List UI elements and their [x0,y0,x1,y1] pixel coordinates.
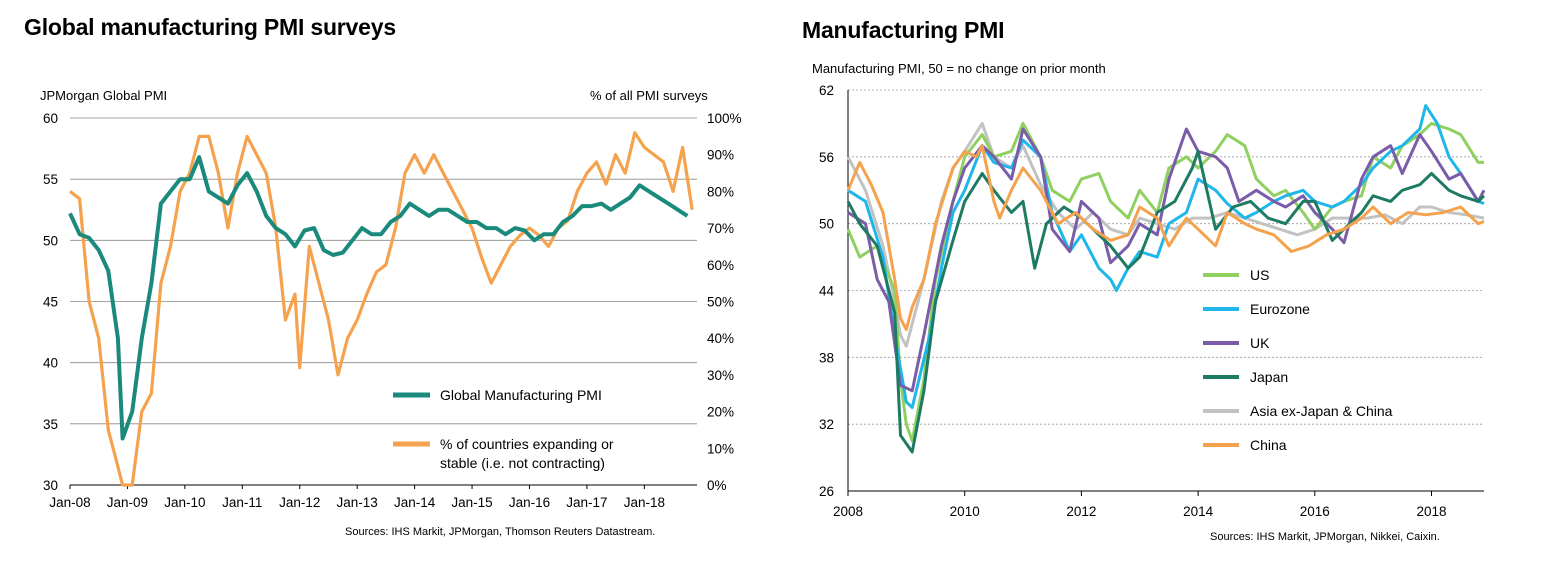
series-line-uk [847,127,1486,393]
left-x-tick-label: Jan-12 [279,495,320,510]
legend-label-countries-expanding-1: % of countries expanding or [440,436,614,452]
left-x-tick-label: Jan-17 [566,495,607,510]
left-x-tick-label: Jan-09 [107,495,148,510]
legend-label-global-pmi: Global Manufacturing PMI [440,387,602,403]
left-y-tick-label: 35 [43,417,58,432]
left-x-tick-label: Jan-11 [222,495,262,510]
series-line-us [846,121,1484,443]
right-x-tick-label: 2016 [1300,504,1330,519]
legend-label-japan: Japan [1250,369,1288,385]
right-y-tick-label: 26 [819,484,834,499]
left-y2-tick-label: 60% [707,258,734,273]
legend-label-asia-ex-japan-china: Asia ex-Japan & China [1250,403,1393,419]
left-y2-tick-label: 30% [707,368,734,383]
left-y-tick-label: 50 [43,233,58,248]
left-y-tick-label: 45 [43,295,58,310]
left-x-tick-label: Jan-18 [624,495,665,510]
left-y2-tick-label: 80% [707,184,734,199]
left-y2-tick-label: 0% [707,478,727,493]
left-x-tick-label: Jan-15 [451,495,492,510]
left-y2-tick-label: 50% [707,295,734,310]
right-chart-source: Sources: IHS Markit, JPMorgan, Nikkei, C… [1210,531,1440,543]
countries-expanding-line [69,131,694,487]
right-y-tick-label: 62 [819,83,834,98]
left-y-tick-label: 40 [43,356,58,371]
right-y-tick-label: 38 [819,350,834,365]
legend-label-countries-expanding-2: stable (i.e. not contracting) [440,455,605,471]
left-y-tick-label: 60 [43,111,58,126]
right-x-tick-label: 2008 [833,504,863,519]
left-y2-tick-label: 90% [707,148,734,163]
legend-label-china: China [1250,437,1287,453]
left-y2-tick-label: 20% [707,405,734,420]
left-y-tick-label: 55 [43,172,58,187]
right-chart-title: Manufacturing PMI [802,17,1005,43]
left-y2-tick-label: 100% [707,111,742,126]
left-x-tick-label: Jan-10 [164,495,205,510]
left-y-tick-label: 30 [43,478,58,493]
series-line-china [846,144,1485,331]
left-x-tick-label: Jan-13 [337,495,378,510]
right-y-tick-label: 50 [819,217,834,232]
left-axis-label: JPMorgan Global PMI [40,88,168,103]
left-x-tick-label: Jan-16 [509,495,550,510]
left-x-tick-label: Jan-08 [49,495,90,510]
right-x-tick-label: 2018 [1416,504,1446,519]
right-chart-subtitle: Manufacturing PMI, 50 = no change on pri… [812,61,1106,76]
legend-label-us: US [1250,267,1269,283]
global-pmi-line [68,155,689,441]
right-y-tick-label: 32 [819,417,834,432]
right-x-tick-label: 2012 [1066,504,1096,519]
right-y-tick-label: 56 [819,150,834,165]
right-axis-label: % of all PMI surveys [590,88,708,103]
left-y2-tick-label: 70% [707,221,734,236]
left-x-tick-label: Jan-14 [394,495,436,510]
left-y2-tick-label: 10% [707,441,734,456]
left-y2-tick-label: 40% [707,331,734,346]
left-chart-title: Global manufacturing PMI surveys [24,14,396,40]
left-chart-source: Sources: IHS Markit, JPMorgan, Thomson R… [345,526,656,538]
series-line-eurozone [847,104,1485,409]
legend-label-eurozone: Eurozone [1250,301,1310,317]
series-line-japan [846,149,1486,454]
right-x-tick-label: 2014 [1183,504,1214,519]
right-x-tick-label: 2010 [950,504,980,519]
right-y-tick-label: 44 [819,284,835,299]
legend-label-uk: UK [1250,335,1270,351]
